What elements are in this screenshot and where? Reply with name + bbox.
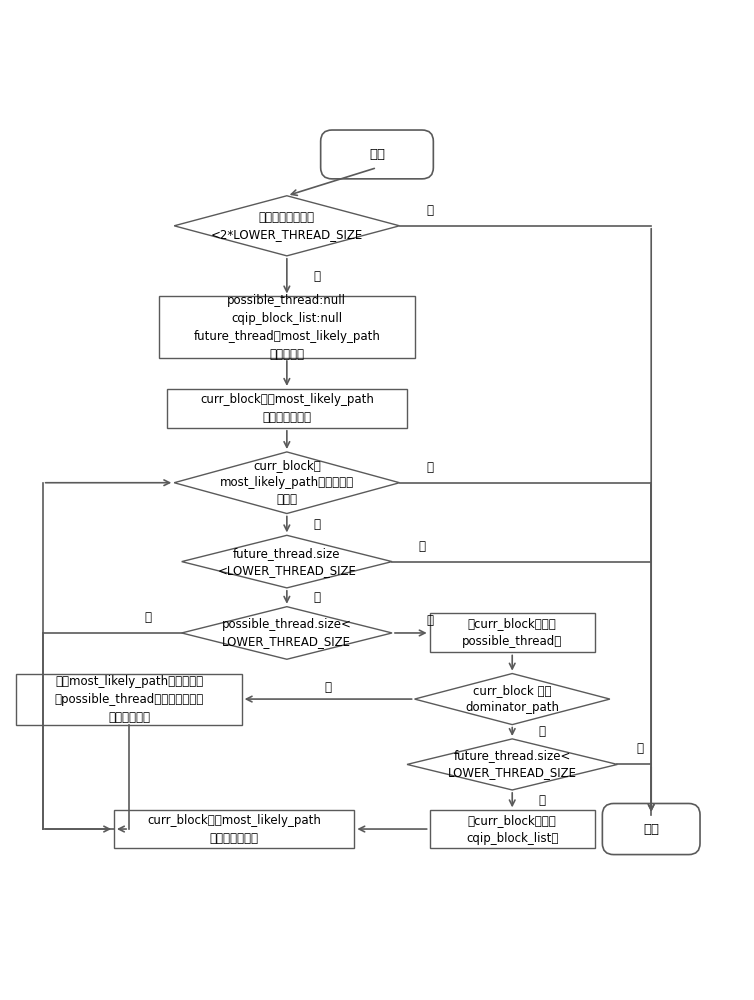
Text: future_thread.size
<LOWER_THREAD_SIZE: future_thread.size <LOWER_THREAD_SIZE [217, 547, 357, 577]
Text: 开始: 开始 [369, 148, 385, 161]
FancyBboxPatch shape [430, 810, 595, 848]
Text: 结束: 结束 [643, 823, 659, 836]
Polygon shape [174, 452, 400, 514]
Text: 是: 是 [426, 461, 433, 474]
Text: 否: 否 [325, 681, 332, 694]
Text: possible_thread.size<
LOWER_THREAD_SIZE: possible_thread.size< LOWER_THREAD_SIZE [222, 618, 352, 648]
FancyBboxPatch shape [114, 810, 354, 848]
FancyBboxPatch shape [159, 296, 415, 358]
Text: 是: 是 [426, 614, 433, 627]
Text: curr_block指向most_likely_path
的第一个超级块: curr_block指向most_likely_path 的第一个超级块 [200, 393, 374, 424]
Text: 将curr_block追加到
cqip_block_list里: 将curr_block追加到 cqip_block_list里 [466, 814, 559, 845]
Text: 遍历most_likely_path，将其加入
到possible_thread直到遇到过程的
支配节点为止: 遍历most_likely_path，将其加入 到possible_thread… [54, 675, 204, 724]
Text: future_thread.size<
LOWER_THREAD_SIZE: future_thread.size< LOWER_THREAD_SIZE [448, 749, 577, 779]
Text: 将curr_block追加到
possible_thread里: 将curr_block追加到 possible_thread里 [462, 617, 562, 648]
Polygon shape [174, 196, 400, 256]
FancyBboxPatch shape [430, 613, 595, 652]
FancyBboxPatch shape [17, 674, 242, 725]
FancyBboxPatch shape [320, 130, 434, 179]
Text: possible_thread:null
cqip_block_list:null
future_thread用most_likely_path
进行初始化: possible_thread:null cqip_block_list:nul… [194, 294, 380, 361]
Text: 否: 否 [314, 270, 320, 283]
Text: 否: 否 [539, 794, 546, 807]
Text: 是: 是 [636, 742, 643, 755]
Polygon shape [415, 674, 610, 725]
Polygon shape [182, 535, 392, 588]
Text: curr_block是
most_likely_path的最后一个
超级块: curr_block是 most_likely_path的最后一个 超级块 [219, 459, 354, 506]
Text: curr_block 属于
dominator_path: curr_block 属于 dominator_path [465, 684, 559, 714]
Text: 是: 是 [426, 204, 433, 217]
Polygon shape [182, 607, 392, 659]
FancyBboxPatch shape [167, 389, 407, 428]
Text: 否: 否 [314, 518, 320, 531]
Text: 否: 否 [314, 591, 320, 604]
Text: 是: 是 [418, 540, 425, 553]
FancyBboxPatch shape [602, 803, 700, 855]
Text: curr_block指向most_likely_path
的下一个超级块: curr_block指向most_likely_path 的下一个超级块 [147, 814, 321, 845]
Text: 是: 是 [539, 725, 546, 738]
Polygon shape [407, 739, 618, 790]
Text: 否: 否 [144, 611, 152, 624]
Text: 该过程的粒度大小
<2*LOWER_THREAD_SIZE: 该过程的粒度大小 <2*LOWER_THREAD_SIZE [210, 211, 363, 241]
